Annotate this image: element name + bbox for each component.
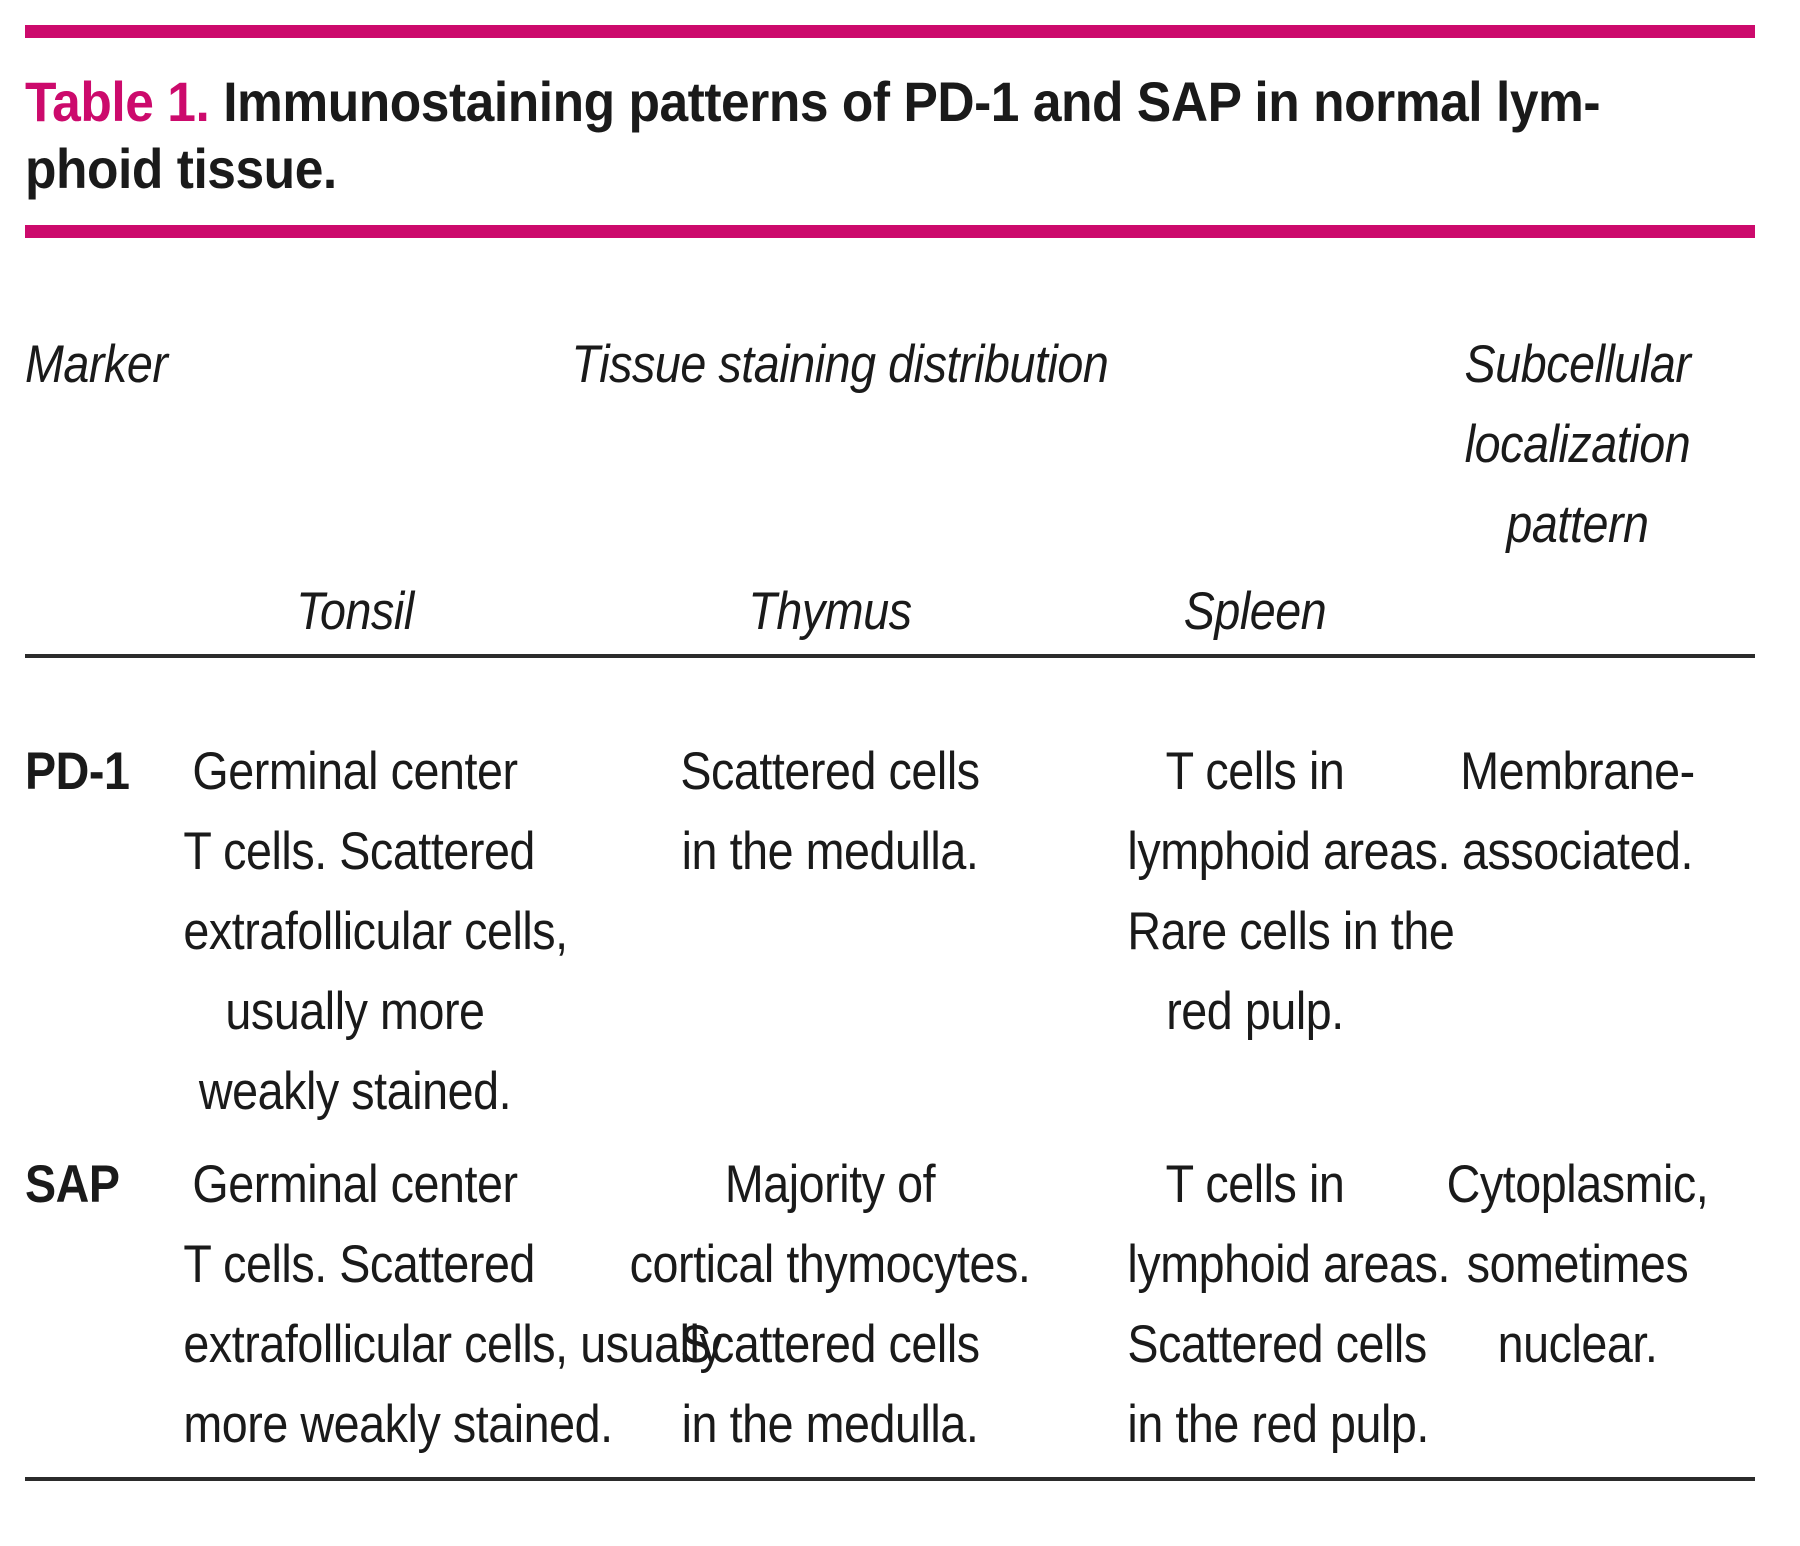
subheader-tonsil-label: Tonsil: [296, 582, 414, 641]
subheader-spleen: Spleen: [1110, 572, 1400, 652]
row-marker: PD-1: [25, 742, 130, 801]
cell-thymus: Majority of cortical thymocytes. Scatter…: [629, 1155, 1031, 1454]
table-row-sap: SAP Germinal center T cells. Scattered e…: [25, 1145, 1755, 1465]
header-divider-rule: [25, 654, 1755, 658]
cell-thymus: Scattered cells in the medulla.: [680, 742, 980, 881]
subheader-row: Tonsil Thymus Spleen: [25, 572, 1755, 652]
subheader-thymus-label: Thymus: [748, 582, 912, 641]
bottom-divider-rule: [25, 1477, 1755, 1481]
subheader-thymus: Thymus: [550, 572, 1110, 652]
subheader-tonsil: Tonsil: [160, 572, 550, 652]
table-title: Table 1. Immunostaining patterns of PD-1…: [25, 68, 1617, 202]
table-number-label: Table 1.: [25, 70, 210, 133]
header-tissue-group: Tissue staining distribution: [160, 325, 1400, 565]
table-row-pd1: PD-1 Germinal center T cells. Scattered …: [25, 732, 1755, 1132]
row-marker: SAP: [25, 1155, 120, 1214]
header-subcellular: Subcellular localization pattern: [1400, 325, 1755, 565]
header-subcellular-label: Subcellular localization pattern: [1464, 335, 1691, 554]
table-title-text: Immunostaining patterns of PD-1 and SAP …: [25, 70, 1601, 200]
subheader-spleen-label: Spleen: [1183, 582, 1327, 641]
top-accent-rule: [25, 25, 1755, 38]
cell-tonsil: Germinal center T cells. Scattered extra…: [183, 742, 568, 1121]
title-accent-rule: [25, 225, 1755, 238]
header-marker: Marker: [25, 325, 168, 565]
cell-subcellular: Cytoplasmic, sometimes nuclear.: [1446, 1155, 1709, 1374]
cell-spleen: T cells in lymphoid areas. Scattered cel…: [1127, 1155, 1451, 1454]
header-tissue-group-label: Tissue staining distribution: [571, 335, 1109, 394]
cell-tonsil: Germinal center T cells. Scattered extra…: [183, 1155, 723, 1454]
cell-subcellular: Membrane- associated.: [1460, 742, 1695, 881]
header-marker-label: Marker: [25, 335, 168, 394]
header-row: Marker Tissue staining distribution Subc…: [25, 325, 1755, 565]
cell-spleen: T cells in lymphoid areas. Rare cells in…: [1127, 742, 1455, 1041]
